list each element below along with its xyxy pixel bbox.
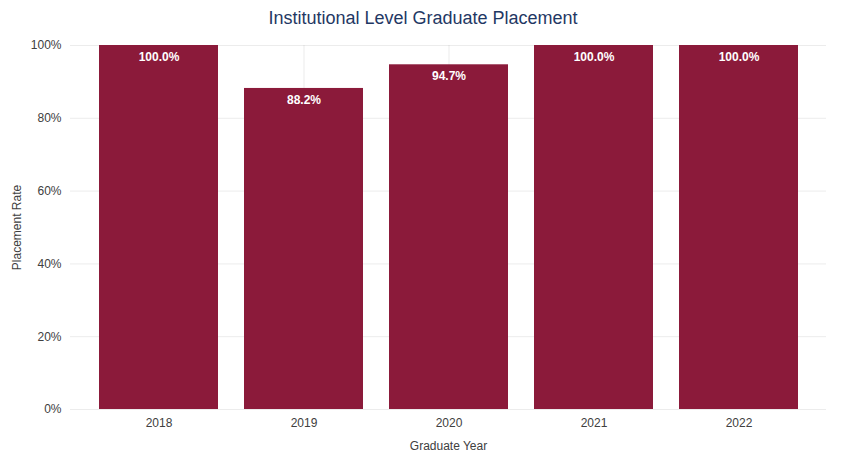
svg-text:2020: 2020 (436, 416, 463, 430)
svg-text:0%: 0% (44, 402, 62, 416)
svg-text:20%: 20% (37, 330, 61, 344)
svg-text:60%: 60% (37, 184, 61, 198)
svg-text:2019: 2019 (291, 416, 318, 430)
svg-text:2022: 2022 (726, 416, 753, 430)
svg-text:100.0%: 100.0% (574, 50, 615, 64)
svg-text:Graduate Year: Graduate Year (410, 439, 487, 453)
svg-text:100.0%: 100.0% (719, 50, 760, 64)
svg-text:80%: 80% (37, 111, 61, 125)
svg-text:88.2%: 88.2% (287, 93, 321, 107)
svg-text:2018: 2018 (146, 416, 173, 430)
svg-text:40%: 40% (37, 257, 61, 271)
html-text:Institutional Level Graduate P: Institutional Level Graduate Placement (268, 8, 578, 28)
svg-text:Placement Rate: Placement Rate (10, 184, 24, 270)
svg-text:94.7%: 94.7% (432, 69, 466, 83)
svg-text:2021: 2021 (581, 416, 608, 430)
svg-text:100%: 100% (31, 38, 62, 52)
svg-text:100.0%: 100.0% (139, 50, 180, 64)
